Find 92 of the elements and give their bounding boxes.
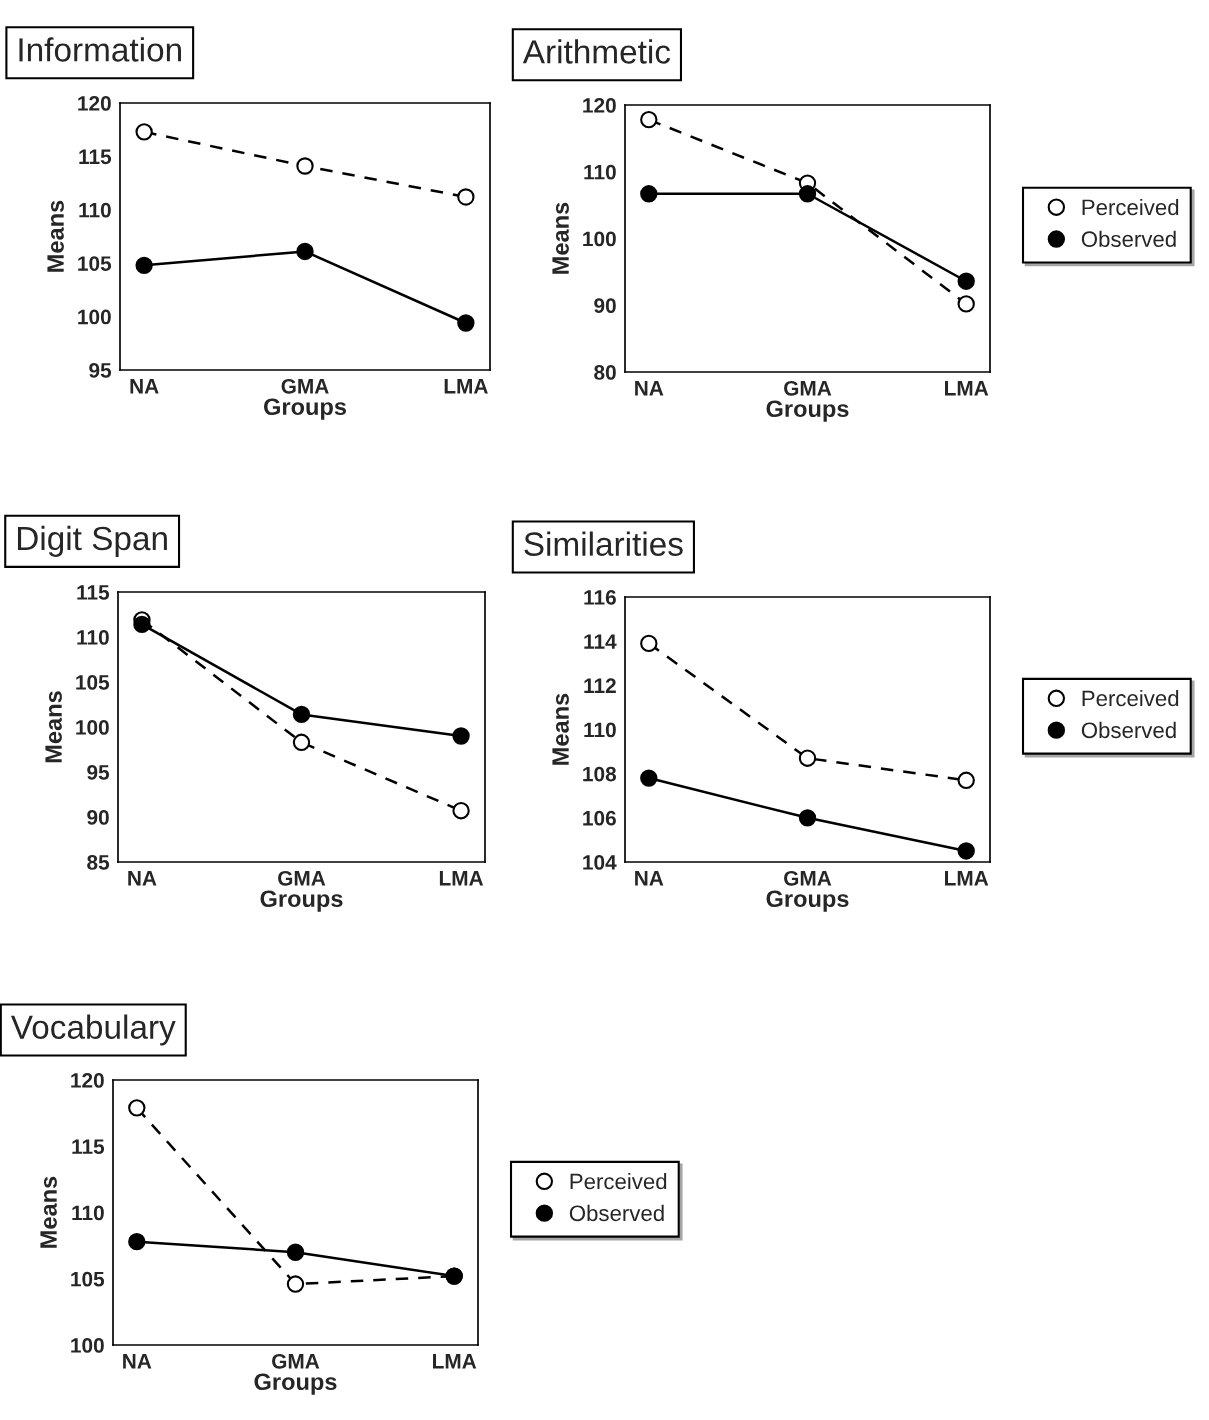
y-tick-label: 110 <box>77 630 109 645</box>
y-tick-label: 115 <box>79 149 112 165</box>
x-tick-label: GMA <box>281 378 329 394</box>
point <box>286 1275 305 1293</box>
x-tick-label: NA <box>123 1354 152 1369</box>
point <box>957 295 975 313</box>
y-tick-label: 108 <box>583 766 617 782</box>
y-tick-label: 105 <box>76 675 110 690</box>
y-tick-label: 104 <box>583 855 617 870</box>
point <box>798 185 817 203</box>
x-tick-label: NA <box>635 871 664 886</box>
y-tick-label: 110 <box>79 202 111 218</box>
chart-title: Information <box>19 37 181 62</box>
y-tick-label: 120 <box>71 1073 104 1088</box>
y-tick-label: 100 <box>71 1338 104 1353</box>
x-axis-title: Groups <box>260 890 343 912</box>
y-tick-label: 105 <box>71 1271 105 1287</box>
point <box>292 705 311 724</box>
x-tick-label: NA <box>635 381 664 396</box>
point <box>957 771 975 789</box>
legend-label: Perceived <box>1082 689 1179 707</box>
point <box>798 809 817 827</box>
x-axis-title: Groups <box>766 400 849 422</box>
x-tick-label: GMA <box>784 870 832 886</box>
y-tick-label: 110 <box>584 722 616 738</box>
y-tick-label: 112 <box>584 678 616 693</box>
point <box>292 733 311 751</box>
chart-title: Digit Span <box>17 525 167 557</box>
x-tick-label: LMA <box>433 1354 477 1369</box>
point <box>452 802 470 820</box>
point <box>286 1243 305 1261</box>
point <box>640 634 658 653</box>
legend-label: Perceived <box>570 1172 667 1190</box>
point <box>798 749 817 767</box>
legend-label: Perceived <box>1082 198 1179 216</box>
chart-title: Vocabulary <box>10 1014 176 1046</box>
x-tick-label: LMA <box>439 871 484 886</box>
y-tick-label: 105 <box>78 256 112 271</box>
point <box>640 769 658 787</box>
point <box>957 842 975 860</box>
point <box>296 242 314 261</box>
y-tick-label: 95 <box>89 363 112 378</box>
x-axis-title: Groups <box>766 890 849 912</box>
x-axis-title: Groups <box>254 1373 337 1395</box>
x-tick-label: NA <box>130 379 159 394</box>
y-tick-label: 116 <box>584 590 616 605</box>
legend-label: Observed <box>569 1204 664 1222</box>
point <box>640 185 658 203</box>
point <box>957 272 975 290</box>
y-axis-title: Means <box>47 200 64 272</box>
y-axis-title: Means <box>552 693 569 765</box>
y-tick-label: 100 <box>583 231 616 247</box>
y-tick-label: 106 <box>583 810 616 826</box>
point <box>128 1232 146 1251</box>
y-tick-label: 100 <box>76 720 109 735</box>
y-tick-label: 115 <box>77 585 110 600</box>
point <box>128 1099 146 1117</box>
y-tick-label: 85 <box>87 855 110 870</box>
point <box>452 727 470 745</box>
chart-title: Similarities <box>524 531 683 556</box>
point <box>457 314 475 332</box>
legend-label: Observed <box>1081 721 1176 739</box>
chart-title: Arithmetic <box>522 39 671 64</box>
y-axis-title: Means <box>40 1176 57 1248</box>
point <box>133 615 151 634</box>
y-tick-label: 110 <box>584 164 616 180</box>
y-tick-label: 114 <box>584 634 617 649</box>
y-tick-label: 120 <box>78 96 111 111</box>
point <box>135 123 153 141</box>
y-tick-label: 80 <box>594 365 616 380</box>
x-tick-label: LMA <box>444 379 488 394</box>
y-tick-label: 95 <box>87 765 110 780</box>
point <box>135 256 153 275</box>
y-axis-title: Means <box>45 691 62 763</box>
x-tick-label: LMA <box>945 871 989 886</box>
y-tick-label: 110 <box>72 1205 104 1221</box>
legend-label: Observed <box>1081 230 1176 248</box>
y-tick-label: 115 <box>72 1139 105 1154</box>
x-tick-label: GMA <box>272 1353 320 1369</box>
y-axis-title: Means <box>552 202 569 274</box>
y-tick-label: 90 <box>594 298 616 313</box>
x-axis-title: Groups <box>264 398 347 420</box>
x-tick-label: LMA <box>945 381 989 396</box>
y-tick-label: 100 <box>78 309 111 325</box>
point <box>457 188 475 206</box>
x-tick-label: NA <box>128 871 157 886</box>
point <box>640 111 658 129</box>
x-tick-label: GMA <box>784 380 832 396</box>
x-tick-label: GMA <box>278 870 326 886</box>
y-tick-label: 90 <box>87 810 109 825</box>
point <box>296 157 314 175</box>
y-tick-label: 120 <box>583 98 616 113</box>
